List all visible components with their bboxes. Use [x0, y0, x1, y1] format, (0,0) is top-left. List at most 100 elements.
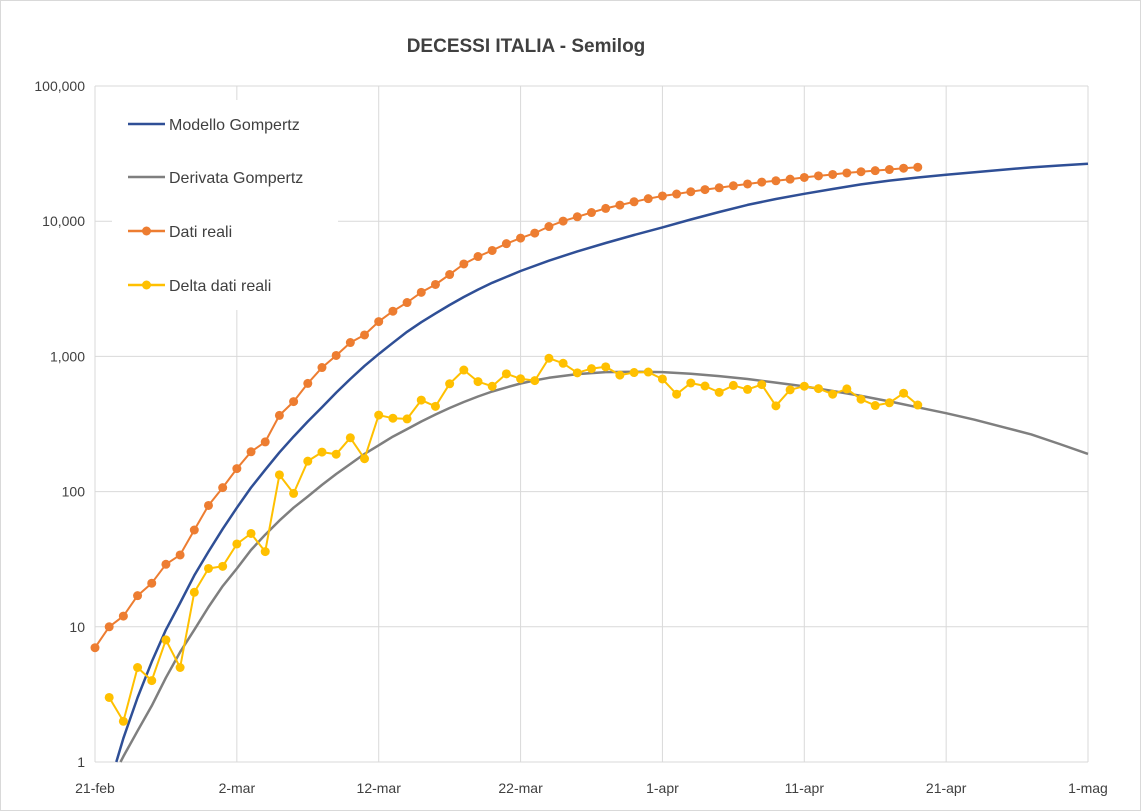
data-point [501, 239, 511, 249]
data-point [289, 488, 299, 498]
data-point [303, 456, 313, 466]
data-point [473, 252, 483, 262]
data-point [728, 380, 738, 390]
legend-marker [142, 280, 151, 290]
data-point [345, 338, 355, 348]
data-point [175, 662, 185, 672]
data-point [842, 384, 852, 394]
legend-item: Dati reali [128, 224, 232, 241]
data-point [785, 385, 795, 395]
data-point [743, 179, 753, 189]
series-line [115, 162, 1089, 763]
legend-box [112, 100, 338, 310]
data-point [303, 378, 313, 388]
y-tick-label: 10 [69, 619, 85, 635]
data-point [203, 500, 213, 510]
data-point [175, 550, 185, 560]
data-point [828, 389, 838, 399]
data-point [246, 528, 256, 538]
data-point [743, 384, 753, 394]
data-point [728, 181, 738, 191]
data-point [587, 208, 596, 218]
data-point [473, 377, 483, 387]
data-point [246, 447, 256, 457]
data-point [856, 394, 866, 404]
legend-item: Derivata Gompertz [128, 170, 303, 187]
series-layer [90, 162, 1089, 763]
data-point [601, 362, 611, 372]
data-point [799, 381, 809, 391]
data-point [714, 387, 724, 397]
data-point [189, 525, 199, 535]
data-point [771, 401, 781, 411]
data-point [785, 174, 795, 184]
data-point [317, 447, 327, 457]
data-point [799, 172, 809, 182]
data-point [615, 370, 625, 380]
data-point [700, 185, 710, 195]
series-modello-gompertz [115, 162, 1089, 763]
data-point [402, 298, 412, 308]
data-point [90, 643, 100, 653]
data-point [360, 454, 370, 464]
data-point [771, 176, 781, 186]
data-point [374, 317, 384, 327]
data-point [161, 635, 171, 645]
x-tick-label: 22-mar [498, 780, 543, 796]
data-point [274, 410, 284, 420]
series-derivata-gompertz [119, 370, 1089, 763]
data-point [530, 228, 540, 238]
data-point [260, 547, 270, 557]
y-tick-label: 1,000 [50, 348, 85, 364]
data-point [913, 162, 923, 172]
data-point [459, 259, 469, 269]
data-point [587, 364, 596, 374]
data-point [133, 591, 143, 601]
data-point [345, 433, 355, 443]
y-tick-label: 1 [77, 754, 85, 770]
legend-label: Modello Gompertz [169, 117, 300, 134]
data-point [643, 367, 653, 377]
data-point [544, 222, 554, 232]
data-point [260, 437, 270, 447]
data-point [757, 177, 767, 187]
data-point [856, 167, 866, 177]
x-tick-label: 1-mag [1068, 780, 1108, 796]
data-point [161, 559, 171, 569]
data-point [657, 191, 667, 201]
data-point [147, 578, 157, 588]
legend-label: Derivata Gompertz [169, 170, 303, 187]
data-point [118, 716, 128, 726]
data-point [643, 194, 653, 204]
x-tick-label: 12-mar [357, 780, 402, 796]
data-point [317, 363, 327, 373]
legend-marker [142, 226, 151, 236]
data-point [686, 187, 696, 197]
data-point [686, 378, 696, 388]
data-point [813, 171, 823, 181]
data-point [757, 380, 767, 390]
chart-title: DECESSI ITALIA - Semilog [407, 36, 646, 57]
data-point [884, 398, 894, 408]
data-point [828, 169, 838, 179]
data-point [218, 561, 228, 571]
data-point [232, 464, 242, 474]
x-axis-tick-labels: 21-feb 2-mar 12-mar 22-mar 1-apr 11-apr 21-apr… [75, 780, 1108, 796]
data-point [360, 330, 370, 340]
data-point [842, 168, 852, 178]
data-point [813, 384, 823, 394]
data-point [289, 397, 299, 407]
data-point [516, 374, 526, 384]
data-point [331, 449, 341, 459]
data-point [516, 233, 526, 243]
data-point [118, 611, 128, 621]
data-point [629, 368, 639, 378]
series-line [108, 357, 919, 723]
data-point [884, 165, 894, 175]
legend-label: Dati reali [169, 224, 232, 241]
x-tick-label: 21-feb [75, 780, 115, 796]
data-point [104, 622, 114, 632]
data-point [445, 379, 455, 389]
legend: Modello Gompertz Derivata Gompertz Dati re… [112, 100, 338, 310]
data-point [870, 401, 880, 411]
